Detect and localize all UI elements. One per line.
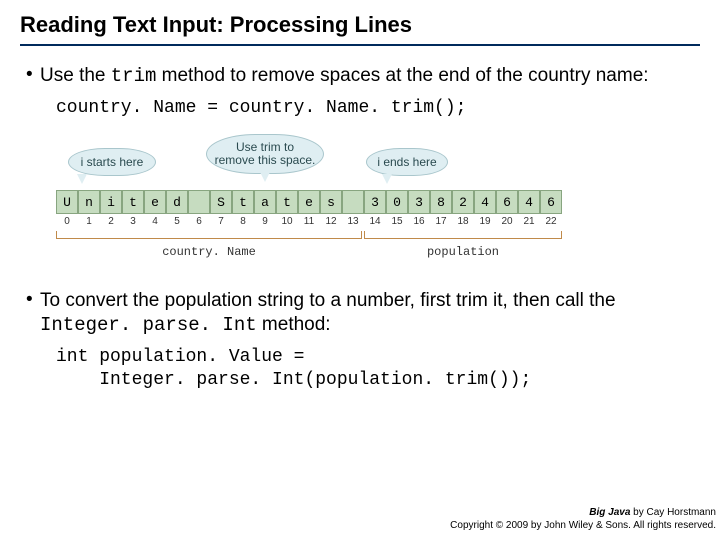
char-cell: s 12 — [320, 190, 342, 227]
char-box: e — [298, 190, 320, 214]
char-box: 0 — [386, 190, 408, 214]
char-box: d — [166, 190, 188, 214]
char-index: 21 — [518, 216, 540, 227]
bullet2-mono: Integer. parse. Int — [40, 314, 257, 336]
footer-by: by Cay Horstmann — [630, 507, 716, 518]
char-index: 4 — [144, 216, 166, 227]
char-index: 19 — [474, 216, 496, 227]
char-cell: 314 — [364, 190, 386, 227]
char-index: 15 — [386, 216, 408, 227]
char-box: 6 — [496, 190, 518, 214]
char-box — [188, 190, 210, 214]
bullet-1: • Use the trim method to remove spaces a… — [26, 64, 700, 89]
page-title: Reading Text Input: Processing Lines — [20, 12, 700, 46]
bullet1-mono: trim — [111, 65, 157, 87]
char-box: i — [100, 190, 122, 214]
char-cell: i2 — [100, 190, 122, 227]
char-index: 16 — [408, 216, 430, 227]
callout-text-1: i starts here — [81, 156, 144, 169]
brace-label-2: population — [364, 245, 562, 259]
callout-i-ends: i ends here — [366, 148, 448, 176]
char-cell: 13 — [342, 190, 364, 227]
char-cell: 218 — [452, 190, 474, 227]
char-cell: n1 — [78, 190, 100, 227]
char-cells: U0n1i2t3e4d5 6S7t8a9t10e11s12 1331401531… — [56, 190, 616, 227]
char-cell: d5 — [166, 190, 188, 227]
char-cell: t8 — [232, 190, 254, 227]
callout-use-trim: Use trim to remove this space. — [206, 134, 324, 174]
char-index: 8 — [232, 216, 254, 227]
callout-text-2: Use trim to remove this space. — [215, 141, 316, 167]
brace-country: country. Name — [56, 231, 362, 239]
char-index: 2 — [100, 216, 122, 227]
char-index: 12 — [320, 216, 342, 227]
char-box: t — [276, 190, 298, 214]
char-index: 7 — [210, 216, 232, 227]
footer-copyright: Copyright © 2009 by John Wiley & Sons. A… — [450, 520, 716, 531]
char-index: 14 — [364, 216, 386, 227]
char-cell: a9 — [254, 190, 276, 227]
footer: Big Java by Cay Horstmann Copyright © 20… — [450, 506, 716, 532]
char-index: 22 — [540, 216, 562, 227]
char-cell: S7 — [210, 190, 232, 227]
char-cell: 620 — [496, 190, 518, 227]
char-box — [342, 190, 364, 214]
char-box: 2 — [452, 190, 474, 214]
char-box: t — [232, 190, 254, 214]
char-index: 20 — [496, 216, 518, 227]
char-cell: t3 — [122, 190, 144, 227]
char-box: 4 — [474, 190, 496, 214]
char-box: n — [78, 190, 100, 214]
char-box: t — [122, 190, 144, 214]
char-box: s — [320, 190, 342, 214]
char-cell: 015 — [386, 190, 408, 227]
string-diagram: i starts here Use trim to remove this sp… — [56, 134, 616, 269]
char-cell: t 10 — [276, 190, 298, 227]
bullet-dot: • — [26, 64, 40, 89]
char-box: S — [210, 190, 232, 214]
char-box: 6 — [540, 190, 562, 214]
char-cell: 817 — [430, 190, 452, 227]
char-box: U — [56, 190, 78, 214]
char-box: a — [254, 190, 276, 214]
bullet1-pre: Use the — [40, 65, 111, 86]
char-box: 3 — [364, 190, 386, 214]
char-cell: e4 — [144, 190, 166, 227]
brace-label-1: country. Name — [56, 245, 362, 259]
bullet2-pre: To convert the population string to a nu… — [40, 290, 616, 311]
brace-population: population — [364, 231, 562, 239]
char-index: 10 — [276, 216, 298, 227]
callout-i-starts: i starts here — [68, 148, 156, 176]
footer-book: Big Java — [589, 507, 630, 518]
char-index: 5 — [166, 216, 188, 227]
char-cell: 419 — [474, 190, 496, 227]
bullet-dot: • — [26, 289, 40, 338]
char-cell: 316 — [408, 190, 430, 227]
char-index: 17 — [430, 216, 452, 227]
char-index: 1 — [78, 216, 100, 227]
char-index: 11 — [298, 216, 320, 227]
code-block-1: country. Name = country. Name. trim(); — [56, 97, 700, 120]
char-cell: 6 — [188, 190, 210, 227]
char-index: 3 — [122, 216, 144, 227]
char-index: 13 — [342, 216, 364, 227]
char-cell: e 11 — [298, 190, 320, 227]
bullet1-post: method to remove spaces at the end of th… — [156, 65, 648, 86]
callout-text-3: i ends here — [377, 156, 436, 169]
char-cell: U0 — [56, 190, 78, 227]
char-cell: 421 — [518, 190, 540, 227]
bullet-2: • To convert the population string to a … — [26, 289, 700, 338]
char-cell: 622 — [540, 190, 562, 227]
bullet2-post: method: — [257, 314, 331, 335]
char-index: 9 — [254, 216, 276, 227]
char-box: e — [144, 190, 166, 214]
char-box: 8 — [430, 190, 452, 214]
char-index: 0 — [56, 216, 78, 227]
char-index: 18 — [452, 216, 474, 227]
char-box: 3 — [408, 190, 430, 214]
char-index: 6 — [188, 216, 210, 227]
char-box: 4 — [518, 190, 540, 214]
code-block-2: int population. Value = Integer. parse. … — [56, 346, 700, 393]
